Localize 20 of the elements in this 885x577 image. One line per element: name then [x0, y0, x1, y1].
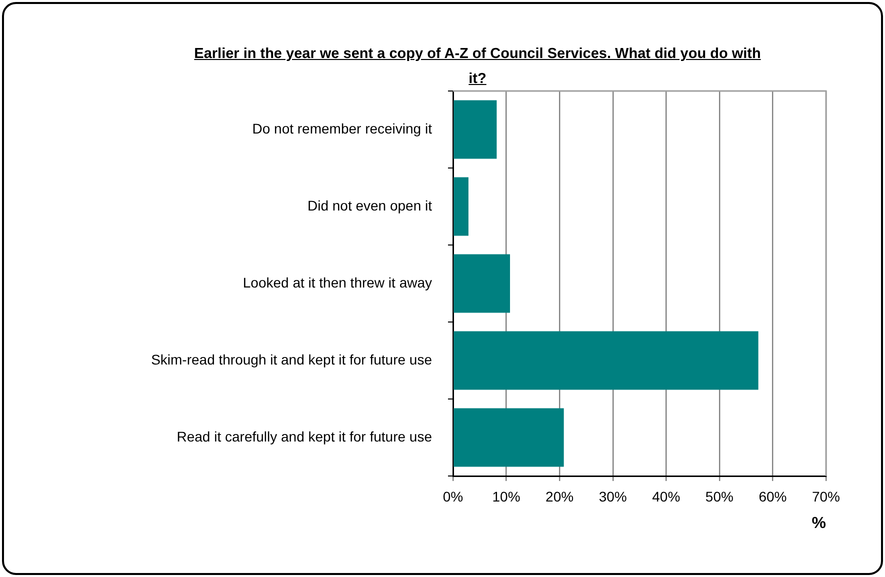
x-tick-label: 40% [652, 488, 680, 504]
x-tick-label: 70% [812, 488, 840, 504]
y-tick-label: Did not even open it [307, 197, 432, 214]
y-tick-label: Read it carefully and kept it for future use [176, 428, 432, 444]
x-tick-label: 60% [758, 488, 787, 504]
bar [454, 254, 510, 313]
x-tick-label: 10% [492, 488, 520, 504]
x-tick-label: 50% [705, 488, 734, 504]
y-tick-label: Do not remember receiving it [252, 120, 432, 136]
x-tick-label: 30% [598, 488, 627, 504]
x-axis-title: % [812, 514, 826, 532]
chart-title: Earlier in the year we sent a copy of A-Z of Council Services. What did you do with it? [193, 45, 762, 89]
x-tick-label: 0% [442, 488, 464, 504]
bar [454, 177, 468, 236]
x-tick-label: 20% [546, 488, 574, 504]
bar [454, 331, 758, 390]
y-tick-label: Skim-read through it and kept it for future use [151, 351, 432, 368]
bar [454, 408, 564, 467]
y-tick-label: Looked at it then threw it away [242, 274, 432, 290]
bar [454, 100, 497, 159]
